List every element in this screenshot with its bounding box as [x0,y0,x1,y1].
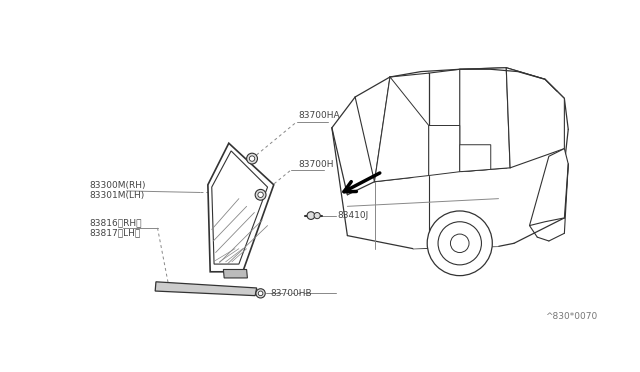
Circle shape [250,156,255,161]
Circle shape [259,291,263,296]
Polygon shape [223,269,248,278]
Polygon shape [208,143,274,272]
Polygon shape [429,125,460,176]
Text: 83700HA: 83700HA [298,111,340,120]
Circle shape [438,222,481,265]
Circle shape [428,211,492,276]
Polygon shape [460,68,510,172]
Polygon shape [374,77,429,182]
Circle shape [314,212,320,219]
Text: 83700H: 83700H [298,160,334,169]
Text: ^830*0070: ^830*0070 [545,312,597,321]
Circle shape [256,289,265,298]
Text: 83816〈RH〉: 83816〈RH〉 [90,218,142,227]
Polygon shape [155,282,257,296]
Circle shape [258,192,263,198]
Text: 83410J: 83410J [337,211,369,220]
Circle shape [451,234,469,253]
Polygon shape [413,172,499,249]
Polygon shape [529,148,568,225]
Polygon shape [460,145,491,172]
Polygon shape [212,151,268,264]
Text: 83700HB: 83700HB [271,289,312,298]
Circle shape [307,212,315,219]
Polygon shape [506,68,564,168]
Circle shape [246,153,257,164]
Text: 83817〈LH〉: 83817〈LH〉 [90,228,141,237]
Text: 83300M(RH): 83300M(RH) [90,181,146,190]
Text: 83301M(LH): 83301M(LH) [90,191,145,200]
Circle shape [255,189,266,200]
